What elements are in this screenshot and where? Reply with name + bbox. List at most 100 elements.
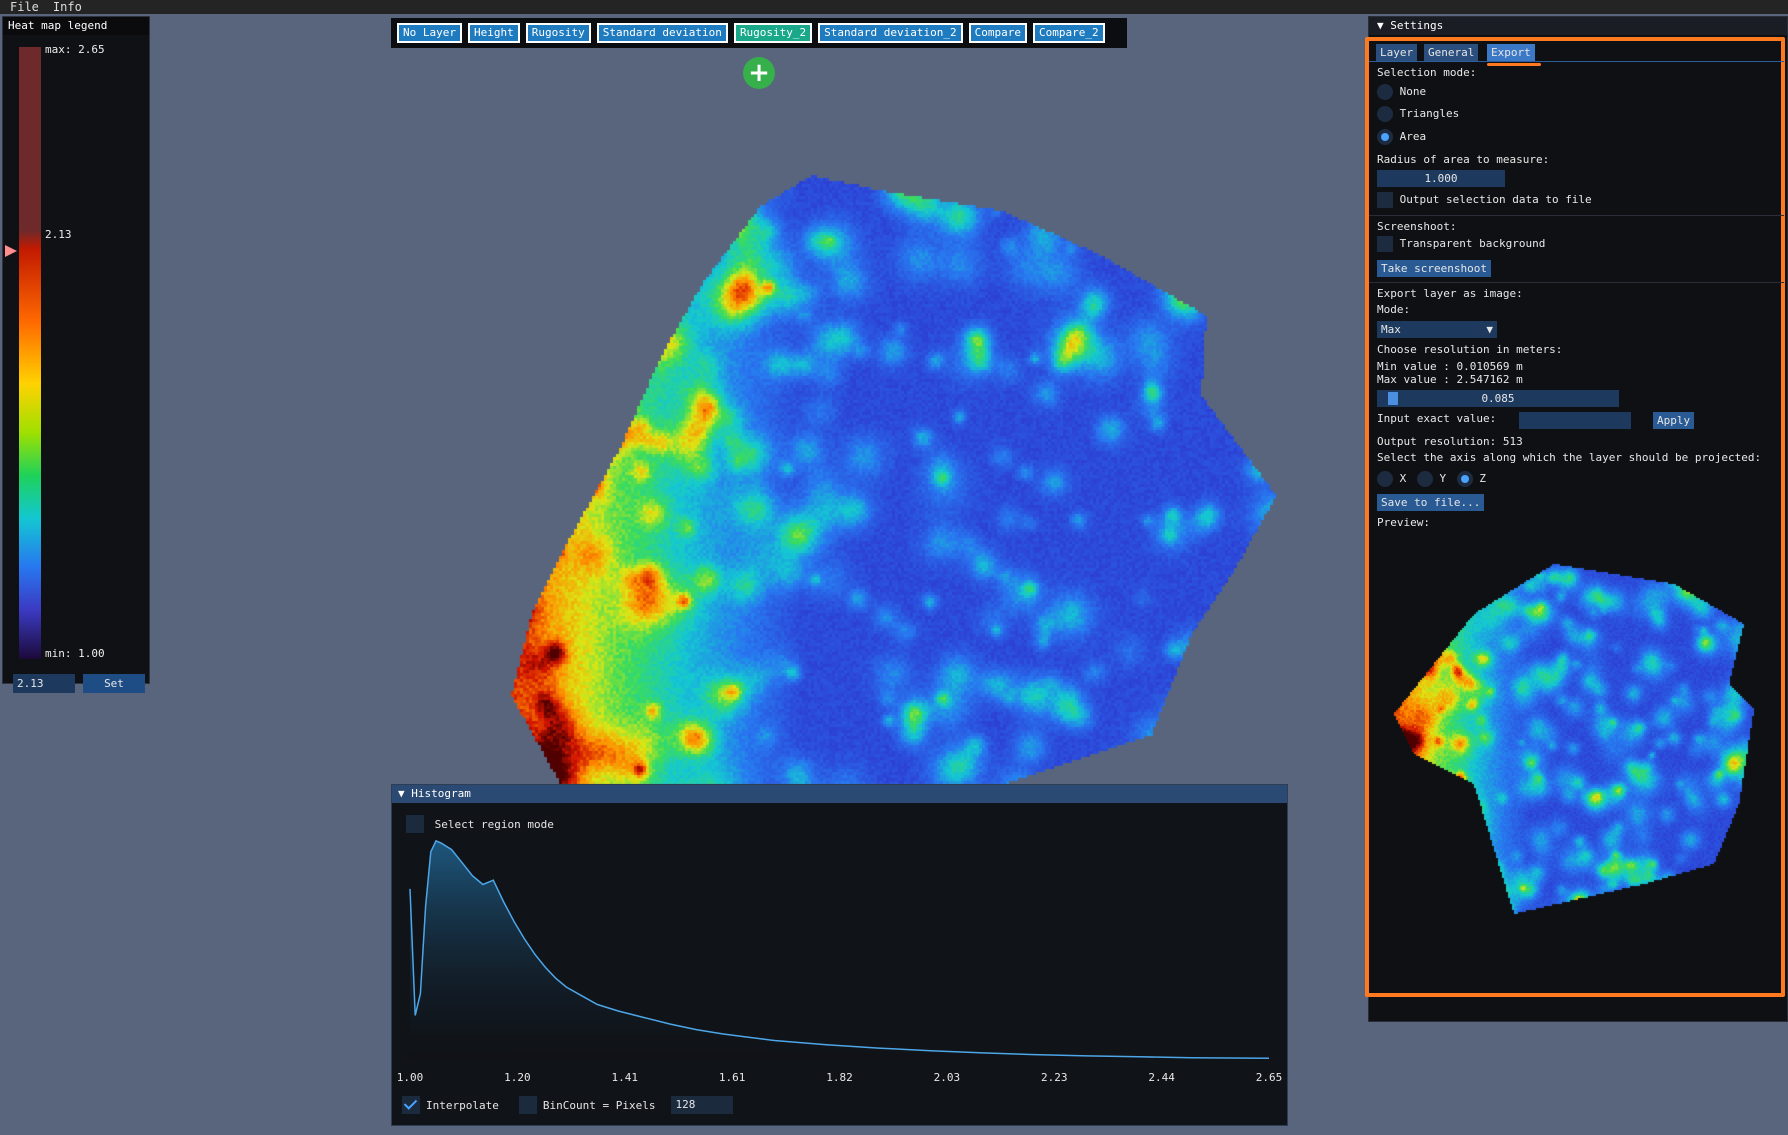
histogram-title: Histogram bbox=[411, 787, 471, 800]
radio-area-label: Area bbox=[1399, 130, 1427, 143]
radio-y-icon[interactable] bbox=[1416, 471, 1433, 487]
histogram-line bbox=[409, 839, 1270, 1060]
histogram-header[interactable]: ▼ Histogram bbox=[392, 785, 1287, 803]
max-value-label: Max value : 2.547162 m bbox=[1377, 373, 1523, 386]
layer-button-rugosity-2[interactable]: Rugosity_2 bbox=[733, 23, 813, 43]
tab-layer[interactable]: Layer bbox=[1376, 44, 1418, 61]
exact-value-input[interactable] bbox=[1519, 412, 1631, 429]
bincount-checkbox[interactable] bbox=[518, 1096, 537, 1114]
histogram-x-tick: 2.65 bbox=[1256, 1071, 1283, 1084]
radio-z-icon[interactable] bbox=[1456, 471, 1473, 487]
divider bbox=[1369, 282, 1784, 283]
axis-label: Select the axis along which the layer sh… bbox=[1377, 451, 1762, 464]
layer-button-height[interactable]: Height bbox=[467, 23, 520, 43]
interpolate-label: Interpolate bbox=[426, 1098, 499, 1112]
chevron-down-icon[interactable]: ▼ bbox=[1486, 323, 1493, 336]
axis-radio-row: X Y Z bbox=[1377, 471, 1486, 487]
selection-mode-label: Selection mode: bbox=[1377, 66, 1477, 79]
legend-current-label: 2.13 bbox=[45, 228, 72, 241]
layer-toolbar: No Layer Height Rugosity Standard deviat… bbox=[391, 18, 1127, 48]
heatmap-legend-window: Heat map legend max: 2.65 2.13 min: 1.00… bbox=[2, 16, 150, 693]
histogram-chart: 1.00 1.20 1.41 1.61 1.82 2.03 2.23 2.44 2.65 bbox=[397, 839, 1283, 1084]
radio-triangles-label: Triangles bbox=[1399, 107, 1460, 120]
add-layer-icon[interactable]: + bbox=[743, 57, 775, 89]
menu-info[interactable]: Info bbox=[52, 0, 82, 14]
radio-none-icon[interactable] bbox=[1377, 84, 1393, 100]
apply-button[interactable]: Apply bbox=[1653, 412, 1695, 429]
slider-value: 0.085 bbox=[1481, 392, 1515, 405]
output-selection-label: Output selection data to file bbox=[1399, 193, 1592, 206]
menu-bar: File Info bbox=[0, 0, 1788, 14]
legend-set-button[interactable]: Set bbox=[83, 674, 145, 693]
transparent-bg-checkbox[interactable] bbox=[1377, 236, 1393, 252]
legend-color-bar bbox=[19, 47, 41, 659]
resolution-slider[interactable]: 0.085 bbox=[1377, 390, 1619, 407]
settings-header[interactable]: ▼ Settings bbox=[1369, 17, 1787, 35]
histogram-options-row: Interpolate BinCount = Pixels 128 bbox=[402, 1096, 734, 1114]
mode-select-value: Max bbox=[1381, 323, 1401, 336]
legend-min-label: min: 1.00 bbox=[45, 647, 105, 660]
radio-y-label: Y bbox=[1439, 472, 1447, 485]
histogram-x-tick: 2.23 bbox=[1041, 1071, 1068, 1084]
mode-label: Mode: bbox=[1377, 303, 1411, 316]
interpolate-checkbox[interactable] bbox=[402, 1096, 420, 1114]
histogram-x-tick: 1.61 bbox=[719, 1071, 746, 1084]
histogram-window: ▼ Histogram Select region mode 1.00 1.20 1… bbox=[391, 784, 1288, 1126]
bincount-input[interactable]: 128 bbox=[671, 1096, 734, 1114]
select-region-mode-label: Select region mode bbox=[434, 817, 554, 831]
output-selection-row[interactable]: Output selection data to file bbox=[1377, 192, 1592, 208]
histogram-x-tick: 1.20 bbox=[504, 1071, 531, 1084]
legend-max-label: max: 2.65 bbox=[45, 43, 105, 56]
selection-mode-triangles[interactable]: Triangles bbox=[1377, 106, 1459, 122]
mode-select[interactable]: Max ▼ bbox=[1377, 321, 1497, 338]
layer-button-standard-deviation[interactable]: Standard deviation bbox=[596, 23, 728, 43]
preview-label: Preview: bbox=[1377, 516, 1430, 529]
layer-button-rugosity[interactable]: Rugosity bbox=[525, 23, 591, 43]
selection-mode-area[interactable]: Area bbox=[1377, 129, 1426, 145]
radio-x-label: X bbox=[1399, 472, 1407, 485]
export-layer-label: Export layer as image: bbox=[1377, 287, 1523, 300]
radio-x-icon[interactable] bbox=[1377, 471, 1393, 487]
layer-button-compare[interactable]: Compare bbox=[968, 23, 1027, 43]
layer-button-standard-deviation-2[interactable]: Standard deviation_2 bbox=[818, 23, 963, 43]
histogram-x-tick: 1.41 bbox=[612, 1071, 639, 1084]
input-exact-label: Input exact value: bbox=[1377, 412, 1497, 425]
tab-general[interactable]: General bbox=[1424, 44, 1479, 61]
menu-file[interactable]: File bbox=[10, 0, 39, 14]
tab-export[interactable]: Export bbox=[1487, 44, 1535, 61]
output-resolution-label: Output resolution: 513 bbox=[1377, 435, 1523, 448]
histogram-x-tick: 2.44 bbox=[1148, 1071, 1175, 1084]
histogram-x-tick: 1.82 bbox=[826, 1071, 853, 1084]
layer-button-no-layer[interactable]: No Layer bbox=[397, 23, 462, 43]
histogram-area bbox=[410, 840, 1269, 1059]
bincount-label: BinCount = Pixels bbox=[542, 1098, 656, 1112]
selection-mode-none[interactable]: None bbox=[1377, 84, 1426, 100]
histogram-x-tick: 1.00 bbox=[397, 1071, 424, 1084]
slider-grab-handle[interactable] bbox=[1387, 392, 1398, 405]
export-preview-image bbox=[1373, 533, 1777, 973]
transparent-bg-label: Transparent background bbox=[1399, 237, 1546, 250]
active-tab-underline bbox=[1487, 63, 1541, 66]
radio-none-label: None bbox=[1399, 85, 1427, 98]
save-to-file-button[interactable]: Save to file... bbox=[1377, 494, 1485, 511]
legend-marker-icon[interactable] bbox=[5, 245, 17, 257]
take-screenshot-button[interactable]: Take screenshoot bbox=[1377, 260, 1491, 277]
legend-title: Heat map legend bbox=[3, 17, 149, 35]
output-selection-checkbox[interactable] bbox=[1377, 192, 1393, 208]
min-value-label: Min value : 0.010569 m bbox=[1377, 360, 1523, 373]
histogram-x-tick: 2.03 bbox=[934, 1071, 961, 1084]
radio-triangles-icon[interactable] bbox=[1377, 106, 1393, 122]
radius-input[interactable]: 1.000 bbox=[1377, 170, 1505, 187]
radio-area-icon[interactable] bbox=[1377, 129, 1393, 145]
legend-value-input[interactable]: 2.13 bbox=[13, 674, 75, 693]
settings-window: ▼ Settings Layer General Export Selectio… bbox=[1365, 16, 1788, 1022]
select-region-mode-row: Select region mode bbox=[402, 815, 554, 833]
layer-button-compare-2[interactable]: Compare_2 bbox=[1032, 23, 1105, 43]
select-region-mode-checkbox[interactable] bbox=[406, 815, 424, 833]
radius-label: Radius of area to measure: bbox=[1377, 153, 1550, 166]
transparent-bg-row[interactable]: Transparent background bbox=[1377, 236, 1545, 252]
tab-divider bbox=[1369, 61, 1784, 62]
settings-highlight-frame bbox=[1365, 37, 1785, 997]
choose-resolution-label: Choose resolution in meters: bbox=[1377, 343, 1563, 356]
settings-title: Settings bbox=[1390, 19, 1444, 32]
